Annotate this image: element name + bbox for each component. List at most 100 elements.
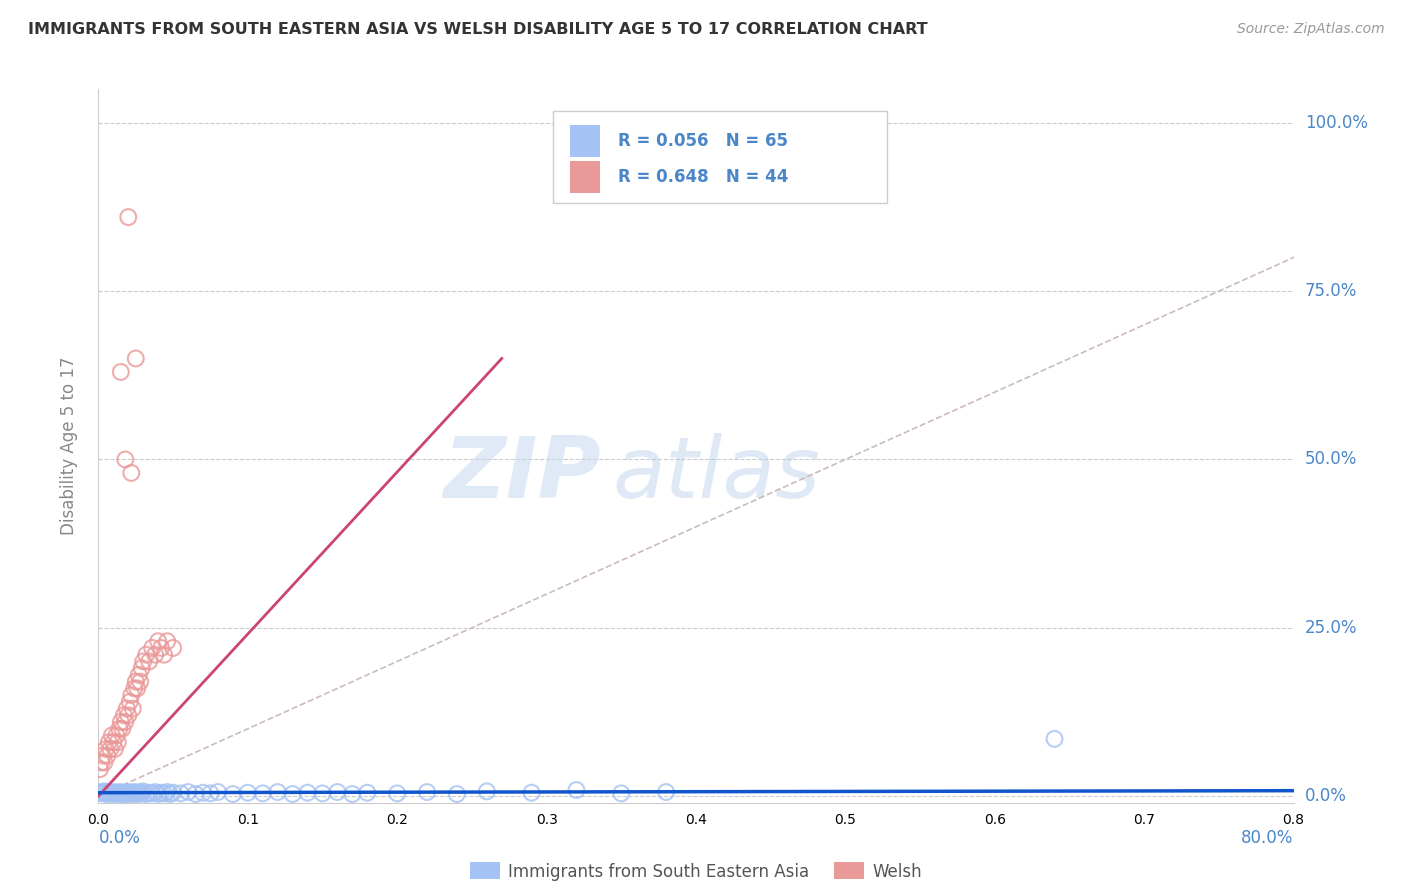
Point xyxy=(117,785,139,799)
Point xyxy=(117,708,139,723)
Point xyxy=(520,786,543,800)
Point xyxy=(135,648,157,662)
Point xyxy=(129,785,152,799)
Point xyxy=(356,786,378,800)
Point xyxy=(110,785,132,799)
Point xyxy=(416,785,439,799)
Point xyxy=(98,786,122,800)
Point xyxy=(131,661,153,675)
Point xyxy=(138,786,160,800)
Point xyxy=(115,787,138,801)
Point xyxy=(104,785,127,799)
Point xyxy=(610,786,633,800)
Point xyxy=(150,640,173,655)
Point xyxy=(117,210,139,224)
Point xyxy=(267,785,290,799)
Point xyxy=(156,785,179,799)
Text: R = 0.648   N = 44: R = 0.648 N = 44 xyxy=(619,168,789,186)
Point xyxy=(97,785,120,799)
Point xyxy=(236,786,259,800)
Point xyxy=(125,786,148,800)
Point xyxy=(200,786,222,800)
Point xyxy=(114,786,136,800)
Point xyxy=(118,695,141,709)
Point xyxy=(156,634,179,648)
Point xyxy=(169,786,191,800)
Point xyxy=(132,655,155,669)
Point xyxy=(141,786,163,800)
Point xyxy=(150,786,173,800)
Point xyxy=(125,351,148,366)
Point xyxy=(127,681,149,696)
Point xyxy=(124,681,146,696)
Point xyxy=(94,786,117,800)
Text: IMMIGRANTS FROM SOUTH EASTERN ASIA VS WELSH DISABILITY AGE 5 TO 17 CORRELATION C: IMMIGRANTS FROM SOUTH EASTERN ASIA VS WE… xyxy=(28,22,928,37)
Point xyxy=(129,674,152,689)
Point xyxy=(143,785,166,799)
Point xyxy=(655,785,678,799)
Text: 75.0%: 75.0% xyxy=(1305,282,1357,301)
Point xyxy=(98,742,122,756)
Point xyxy=(101,786,124,800)
Point xyxy=(105,729,128,743)
Point xyxy=(108,787,131,801)
Point xyxy=(148,634,170,648)
Text: atlas: atlas xyxy=(612,433,820,516)
Point xyxy=(110,714,132,729)
Text: 80.0%: 80.0% xyxy=(1241,829,1294,847)
FancyBboxPatch shape xyxy=(571,161,600,193)
Text: R = 0.056   N = 65: R = 0.056 N = 65 xyxy=(619,132,789,150)
Point xyxy=(89,762,111,776)
Point xyxy=(148,787,170,801)
Point xyxy=(128,668,150,682)
FancyBboxPatch shape xyxy=(571,125,600,157)
Point xyxy=(107,735,129,749)
Point xyxy=(446,787,468,801)
Text: 25.0%: 25.0% xyxy=(1305,619,1357,637)
Point xyxy=(115,701,138,715)
Legend: Immigrants from South Eastern Asia, Welsh: Immigrants from South Eastern Asia, Wels… xyxy=(463,855,929,888)
Point xyxy=(120,786,142,800)
Point xyxy=(121,787,143,801)
Point xyxy=(153,648,176,662)
Point xyxy=(103,735,125,749)
Point xyxy=(342,787,364,801)
Point xyxy=(114,714,136,729)
Point xyxy=(138,655,160,669)
Y-axis label: Disability Age 5 to 17: Disability Age 5 to 17 xyxy=(59,357,77,535)
Point xyxy=(311,786,333,800)
Text: Source: ZipAtlas.com: Source: ZipAtlas.com xyxy=(1237,22,1385,37)
Point xyxy=(177,785,200,799)
Point xyxy=(89,786,111,800)
Point xyxy=(107,786,129,800)
Point xyxy=(91,786,114,800)
Point xyxy=(94,742,117,756)
Text: ZIP: ZIP xyxy=(443,433,600,516)
FancyBboxPatch shape xyxy=(553,111,887,203)
Point xyxy=(93,756,115,770)
Point xyxy=(124,785,146,799)
Text: 50.0%: 50.0% xyxy=(1305,450,1357,468)
Point xyxy=(90,756,112,770)
Point xyxy=(112,708,135,723)
Point xyxy=(297,786,319,800)
Point xyxy=(112,788,135,802)
Text: 0.0%: 0.0% xyxy=(1305,787,1347,805)
Point xyxy=(96,748,118,763)
Point xyxy=(120,688,142,702)
Point xyxy=(93,784,115,798)
Point xyxy=(222,787,245,801)
Point xyxy=(252,786,274,800)
Point xyxy=(475,784,498,798)
Point xyxy=(114,452,136,467)
Point xyxy=(153,786,176,800)
Point xyxy=(281,787,304,801)
Point xyxy=(143,648,166,662)
Point xyxy=(110,365,132,379)
Point xyxy=(111,786,134,800)
Point xyxy=(90,785,112,799)
Text: 100.0%: 100.0% xyxy=(1305,114,1368,132)
Point xyxy=(132,784,155,798)
Point xyxy=(103,787,125,801)
Point xyxy=(104,742,127,756)
